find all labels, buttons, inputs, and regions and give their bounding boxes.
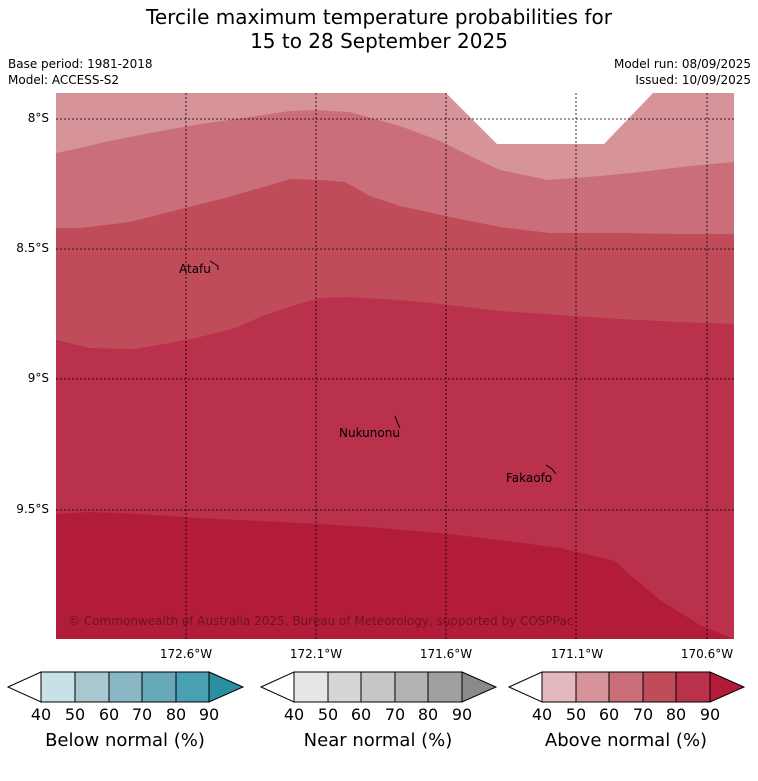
model-name: Model: ACCESS-S2 [8, 73, 120, 87]
fakaofo-island [545, 464, 557, 475]
place-fakaofo: Fakaofo [506, 471, 553, 485]
title-line-1: Tercile maximum temperature probabilitie… [146, 5, 612, 29]
place-atafu: Atafu [179, 262, 211, 276]
map-title: Tercile maximum temperature probabilitie… [0, 5, 758, 53]
colorbar-near [259, 671, 498, 703]
tick: 70 [131, 705, 153, 724]
base-period: Base period: 1981-2018 [8, 57, 153, 71]
meta-right: Model run: 08/09/2025 Issued: 10/09/2025 [614, 56, 751, 88]
lon-label-170-6w: 170.6°W [680, 647, 734, 661]
colorbar-above [507, 671, 746, 703]
tick: 90 [198, 705, 220, 724]
gridlines [56, 93, 734, 639]
colorbar-near-title: Near normal (%) [303, 730, 453, 751]
nukunonu-island [394, 415, 401, 429]
lon-label-171-1w: 171.1°W [550, 647, 604, 661]
tick: 50 [565, 705, 587, 724]
lat-label-8-5s: 8.5°S [16, 241, 49, 255]
tick: 60 [350, 705, 372, 724]
place-nukunonu: Nukunonu [339, 426, 400, 440]
tick: 90 [699, 705, 721, 724]
meta-left: Base period: 1981-2018 Model: ACCESS-S2 [8, 56, 153, 88]
tick: 40 [30, 705, 52, 724]
tick: 80 [665, 705, 687, 724]
lat-label-9s: 9°S [27, 371, 49, 385]
tick: 60 [98, 705, 120, 724]
colorbar-above-title: Above normal (%) [544, 730, 708, 751]
no-data-gap [446, 93, 653, 144]
atafu-island [209, 260, 219, 270]
lat-label-9-5s: 9.5°S [16, 502, 49, 516]
lon-label-171-6w: 171.6°W [419, 647, 473, 661]
tick: 40 [531, 705, 553, 724]
lat-label-8s: 8°S [27, 111, 49, 125]
issued-date: Issued: 10/09/2025 [635, 73, 751, 87]
title-line-2: 15 to 28 September 2025 [250, 29, 508, 53]
tick: 90 [451, 705, 473, 724]
tick: 70 [632, 705, 654, 724]
tick: 80 [417, 705, 439, 724]
tick: 70 [384, 705, 406, 724]
copyright-notice: © Commonwealth of Australia 2025, Bureau… [68, 614, 574, 628]
tick: 50 [64, 705, 86, 724]
tick: 60 [598, 705, 620, 724]
tick: 80 [165, 705, 187, 724]
tick: 40 [283, 705, 305, 724]
colorbar-below [6, 671, 245, 703]
band-90-plus [56, 512, 734, 639]
model-run: Model run: 08/09/2025 [613, 57, 751, 71]
lon-label-172-6w: 172.6°W [159, 647, 213, 661]
colorbar-below-title: Below normal (%) [45, 730, 205, 751]
lon-label-172-1w: 172.1°W [289, 647, 343, 661]
tick: 50 [317, 705, 339, 724]
